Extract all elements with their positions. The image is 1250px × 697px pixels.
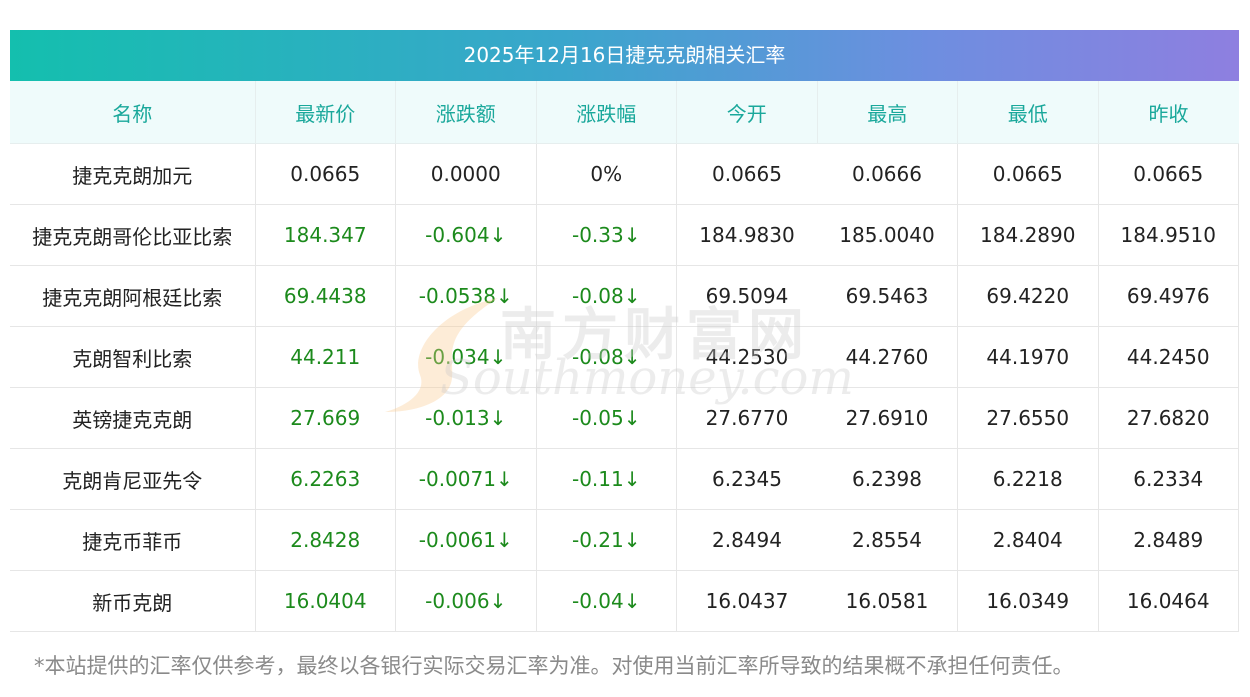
cell-low: 27.6550 <box>957 387 1099 449</box>
table-row: 英镑捷克克朗 27.669 -0.013↓ -0.05↓ 27.6770 27.6910 2… <box>10 387 1239 449</box>
cell-name: 捷克克朗阿根廷比索 <box>10 265 256 327</box>
cell-change: -0.013↓ <box>395 387 537 449</box>
cell-change: -0.0538↓ <box>395 265 537 327</box>
cell-prev-close: 2.8489 <box>1098 509 1239 571</box>
cell-high: 44.2760 <box>817 326 958 388</box>
header-row: 名称 最新价 涨跌额 涨跌幅 今开 最高 最低 昨收 <box>10 81 1239 144</box>
cell-low: 184.2890 <box>957 204 1099 266</box>
header-high: 最高 <box>817 81 958 144</box>
cell-last: 44.211 <box>255 326 396 388</box>
table-row: 捷克币菲币 2.8428 -0.0061↓ -0.21↓ 2.8494 2.8554 2.8… <box>10 509 1239 571</box>
header-open: 今开 <box>676 81 818 144</box>
cell-name: 捷克克朗加元 <box>10 143 256 205</box>
cell-last: 69.4438 <box>255 265 396 327</box>
cell-open: 184.9830 <box>676 204 817 266</box>
cell-low: 69.4220 <box>957 265 1099 327</box>
cell-last: 16.0404 <box>255 570 396 632</box>
cell-open: 0.0665 <box>676 143 817 205</box>
header-name: 名称 <box>10 81 256 144</box>
rate-table-container: 2025年12月16日捷克克朗相关汇率 名称 最新价 涨跌额 涨跌幅 今开 最高… <box>10 30 1239 632</box>
cell-change: -0.604↓ <box>395 204 537 266</box>
cell-name: 新币克朗 <box>10 570 256 632</box>
table-row: 捷克克朗阿根廷比索 69.4438 -0.0538↓ -0.08↓ 69.5094 69.… <box>10 265 1239 327</box>
cell-change-percent: -0.08↓ <box>536 265 677 327</box>
header-change-percent: 涨跌幅 <box>536 81 677 144</box>
cell-name: 英镑捷克克朗 <box>10 387 256 449</box>
cell-low: 2.8404 <box>957 509 1099 571</box>
cell-high: 2.8554 <box>817 509 958 571</box>
table-row: 捷克克朗哥伦比亚比索 184.347 -0.604↓ -0.33↓ 184.9830 18… <box>10 204 1239 266</box>
cell-change: -0.034↓ <box>395 326 537 388</box>
cell-low: 16.0349 <box>957 570 1099 632</box>
cell-high: 69.5463 <box>817 265 958 327</box>
cell-change-percent: -0.21↓ <box>536 509 677 571</box>
cell-change: -0.0061↓ <box>395 509 537 571</box>
cell-name: 捷克克朗哥伦比亚比索 <box>10 204 256 266</box>
cell-change: -0.006↓ <box>395 570 537 632</box>
cell-change: -0.0071↓ <box>395 448 537 510</box>
cell-last: 27.669 <box>255 387 396 449</box>
table-row: 克朗肯尼亚先令 6.2263 -0.0071↓ -0.11↓ 6.2345 6.2398 6… <box>10 448 1239 510</box>
cell-low: 6.2218 <box>957 448 1099 510</box>
cell-change: 0.0000 <box>395 143 537 205</box>
table-title: 2025年12月16日捷克克朗相关汇率 <box>10 30 1239 81</box>
cell-last: 2.8428 <box>255 509 396 571</box>
cell-high: 16.0581 <box>817 570 958 632</box>
rate-table: 名称 最新价 涨跌额 涨跌幅 今开 最高 最低 昨收 捷克克朗加元 0.0665 0… <box>10 81 1239 632</box>
header-low: 最低 <box>957 81 1099 144</box>
cell-last: 184.347 <box>255 204 396 266</box>
cell-change-percent: -0.08↓ <box>536 326 677 388</box>
cell-last: 6.2263 <box>255 448 396 510</box>
cell-open: 2.8494 <box>676 509 817 571</box>
cell-change-percent: -0.11↓ <box>536 448 677 510</box>
header-last: 最新价 <box>255 81 396 144</box>
cell-change-percent: 0% <box>536 143 677 205</box>
cell-low: 44.1970 <box>957 326 1099 388</box>
cell-open: 27.6770 <box>676 387 817 449</box>
cell-open: 6.2345 <box>676 448 817 510</box>
cell-low: 0.0665 <box>957 143 1099 205</box>
cell-open: 44.2530 <box>676 326 817 388</box>
cell-prev-close: 27.6820 <box>1098 387 1239 449</box>
cell-prev-close: 69.4976 <box>1098 265 1239 327</box>
cell-high: 27.6910 <box>817 387 958 449</box>
cell-high: 6.2398 <box>817 448 958 510</box>
cell-open: 16.0437 <box>676 570 817 632</box>
cell-name: 克朗肯尼亚先令 <box>10 448 256 510</box>
cell-prev-close: 16.0464 <box>1098 570 1239 632</box>
cell-prev-close: 6.2334 <box>1098 448 1239 510</box>
cell-change-percent: -0.05↓ <box>536 387 677 449</box>
header-prev-close: 昨收 <box>1098 81 1239 144</box>
cell-change-percent: -0.33↓ <box>536 204 677 266</box>
cell-prev-close: 184.9510 <box>1098 204 1239 266</box>
cell-open: 69.5094 <box>676 265 817 327</box>
header-change: 涨跌额 <box>395 81 537 144</box>
cell-change-percent: -0.04↓ <box>536 570 677 632</box>
cell-prev-close: 0.0665 <box>1098 143 1239 205</box>
cell-high: 0.0666 <box>817 143 958 205</box>
cell-name: 捷克币菲币 <box>10 509 256 571</box>
cell-last: 0.0665 <box>255 143 396 205</box>
disclaimer: *本站提供的汇率仅供参考，最终以各银行实际交易汇率为准。对使用当前汇率所导致的结… <box>34 654 1074 678</box>
table-row: 新币克朗 16.0404 -0.006↓ -0.04↓ 16.0437 16.0581 16… <box>10 570 1239 632</box>
cell-high: 185.0040 <box>817 204 958 266</box>
cell-name: 克朗智利比索 <box>10 326 256 388</box>
table-row: 克朗智利比索 44.211 -0.034↓ -0.08↓ 44.2530 44.2760 4… <box>10 326 1239 388</box>
table-body: 捷克克朗加元 0.0665 0.0000 0% 0.0665 0.0666 0.0665 0.… <box>10 143 1239 632</box>
table-row: 捷克克朗加元 0.0665 0.0000 0% 0.0665 0.0666 0.0665 0.… <box>10 143 1239 205</box>
cell-prev-close: 44.2450 <box>1098 326 1239 388</box>
